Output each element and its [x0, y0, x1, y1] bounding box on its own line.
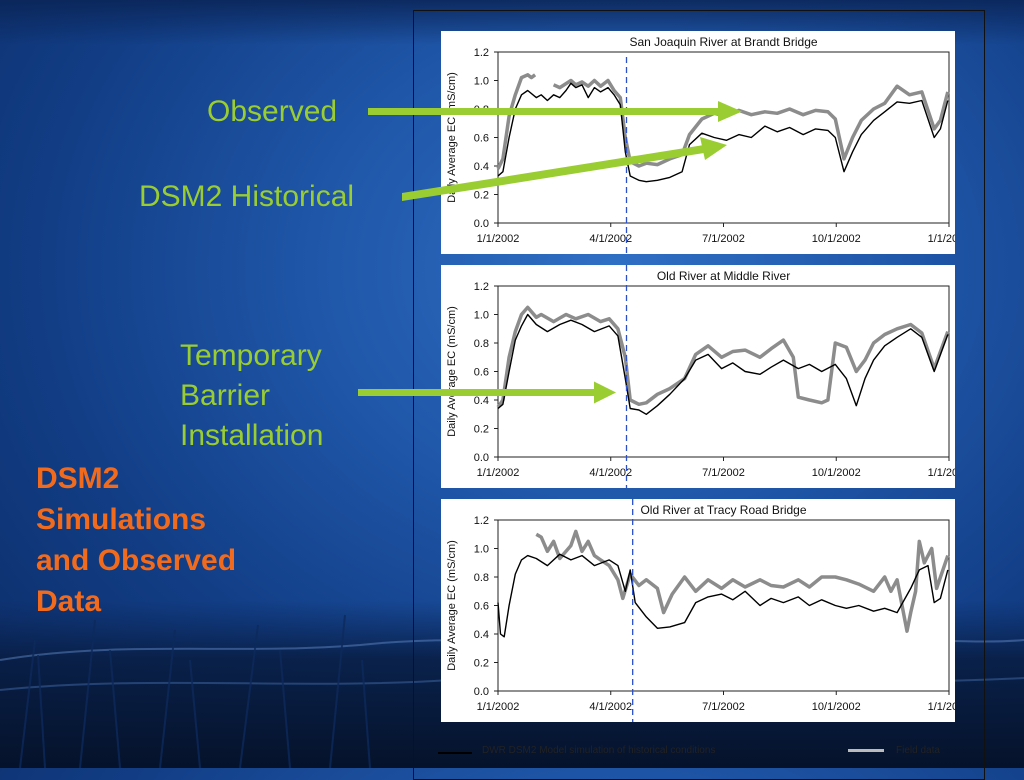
x-tick-label: 1/1/2002 [477, 233, 520, 245]
y-axis-label: Daily Average EC (mS/cm) [446, 306, 458, 437]
callout-line: Installation [180, 419, 324, 452]
y-tick-label: 0.6 [474, 601, 489, 613]
x-tick-label: 1/1/2002 [477, 701, 520, 713]
y-axis-label: Daily Average EC (mS/cm) [446, 72, 458, 203]
chart-brandt-bridge: San Joaquin River at Brandt Bridge 0.0 0.2… [446, 35, 970, 254]
slide-heading: DSM2 Simulations and Observed Data [36, 458, 236, 622]
heading-line: and Observed [36, 544, 237, 577]
x-tick-label: 10/1/2002 [812, 467, 861, 479]
x-tick-label: 1/1/2002 [477, 467, 520, 479]
x-tick-label: 1/1/2003 [928, 701, 955, 713]
heading-line: DSM2 [36, 462, 120, 495]
chart-panel-brandt-bridge: San Joaquin River at Brandt Bridge 0.0 0.2… [441, 31, 970, 254]
y-tick-label: 1.0 [474, 544, 489, 556]
y-tick-label: 0.0 [474, 452, 489, 464]
x-tick-label: 4/1/2002 [589, 701, 632, 713]
heading-line: Data [36, 585, 102, 618]
y-tick-label: 0.8 [474, 104, 489, 116]
legend-field-label: Field data [896, 745, 940, 756]
y-tick-label: 0.4 [474, 629, 489, 641]
y-tick-label: 1.0 [474, 76, 489, 88]
x-tick-label: 4/1/2002 [589, 233, 632, 245]
legend-model-label: DWR DSM2 Model simulation of historical … [482, 745, 716, 756]
y-tick-label: 0.6 [474, 367, 489, 379]
chart-title: San Joaquin River at Brandt Bridge [629, 35, 817, 49]
y-tick-label: 0.0 [474, 218, 489, 230]
x-tick-label: 1/1/2003 [928, 467, 955, 479]
y-tick-label: 0.4 [474, 161, 489, 173]
y-tick-label: 0.2 [474, 424, 489, 436]
y-axis-label: Daily Average EC (mS/cm) [446, 540, 458, 671]
legend: DWR DSM2 Model simulation of historical … [430, 740, 970, 768]
series-line-dsm2-model [497, 553, 949, 638]
y-tick-label: 1.0 [474, 310, 489, 322]
plot-area [497, 51, 950, 224]
y-tick-label: 0.4 [474, 395, 489, 407]
y-tick-label: 0.8 [474, 338, 489, 350]
series-line-dsm2-model [497, 313, 949, 415]
chart-panel-tracy-road-bridge: Old River at Tracy Road Bridge 0.0 0.2 0.4 0… [441, 499, 970, 722]
y-tick-label: 1.2 [474, 47, 489, 59]
series-line-field-data [496, 73, 950, 170]
x-tick-label: 10/1/2002 [812, 233, 861, 245]
legend-model-swatch [438, 752, 472, 754]
x-tick-label: 7/1/2002 [702, 233, 745, 245]
y-tick-label: 0.2 [474, 658, 489, 670]
legend-field-swatch [848, 749, 884, 752]
dsm2-historical-callout: DSM2 Historical [139, 180, 355, 213]
y-tick-label: 0.0 [474, 686, 489, 698]
x-tick-label: 7/1/2002 [702, 467, 745, 479]
observed-callout: Observed [207, 95, 338, 128]
plot-area [497, 285, 950, 458]
x-tick-label: 10/1/2002 [812, 701, 861, 713]
chart-old-river-middle-river: Old River at Middle River 0.0 0.2 0.4 0.6 0.8… [446, 265, 970, 488]
y-tick-label: 0.8 [474, 572, 489, 584]
x-tick-label: 4/1/2002 [589, 467, 632, 479]
series-line-field-data [535, 529, 950, 633]
chart-title: Old River at Middle River [657, 269, 790, 283]
chart-title: Old River at Tracy Road Bridge [640, 503, 806, 517]
y-tick-label: 1.2 [474, 515, 489, 527]
temporary-barrier-callout: Temporary Barrier Installation [180, 336, 323, 456]
y-tick-label: 0.2 [474, 190, 489, 202]
x-tick-label: 1/1/2003 [928, 233, 955, 245]
series-line-field-data [496, 305, 950, 409]
x-tick-label: 7/1/2002 [702, 701, 745, 713]
callout-line: Temporary [180, 339, 322, 372]
chart-panel-old-river-middle-river: Old River at Middle River 0.0 0.2 0.4 0.6 0.8… [441, 265, 970, 488]
y-tick-label: 0.6 [474, 133, 489, 145]
y-tick-label: 1.2 [474, 281, 489, 293]
heading-line: Simulations [36, 503, 207, 536]
callout-line: Barrier [180, 379, 271, 412]
chart-tracy-road-bridge: Old River at Tracy Road Bridge 0.0 0.2 0.4 0… [446, 499, 970, 722]
plot-area [497, 519, 950, 692]
series-line-dsm2-model [497, 82, 949, 183]
